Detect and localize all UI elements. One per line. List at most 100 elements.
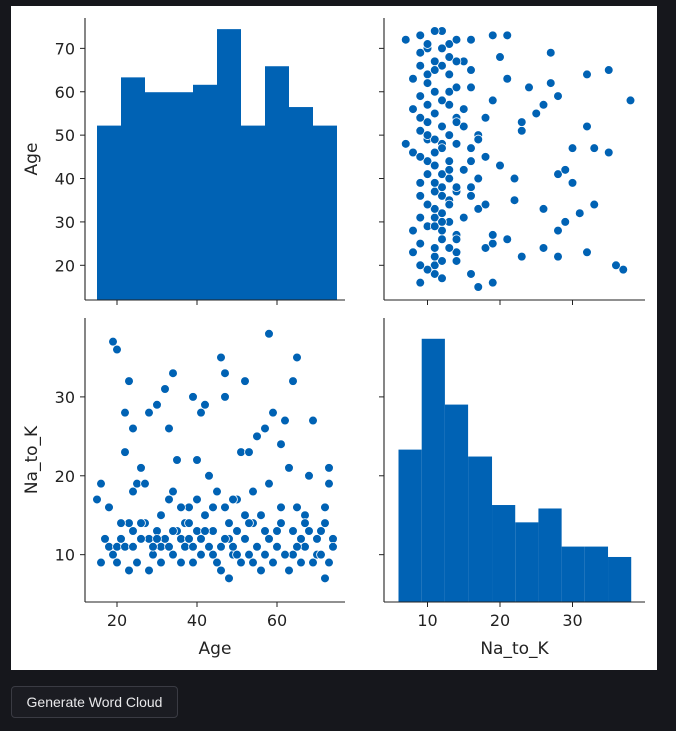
plot-panel: 20 30 40 50 60 70 10 20 30 20 40 60 10 20 30 Age Na_to_K… — [11, 6, 657, 670]
scatter-point-na-vs-age — [495, 160, 505, 171]
na-to-k-x-tick-label: 10 — [417, 611, 437, 630]
scatter-point-age-vs-na — [152, 526, 162, 536]
na-to-k-histogram-bar — [561, 546, 585, 602]
scatter-point-na-vs-age — [400, 139, 411, 149]
scatter-point-na-vs-age — [466, 182, 476, 193]
scatter-point-na-vs-age — [444, 69, 455, 80]
scatter-point-age-vs-na — [156, 510, 166, 521]
age-histogram-bar — [217, 29, 241, 300]
scatter-point-na-vs-age — [553, 251, 563, 262]
scatter-point-age-vs-na — [156, 557, 166, 568]
scatter-point-na-vs-age — [437, 182, 447, 193]
scatter-point-na-vs-age — [495, 52, 505, 62]
scatter-point-age-vs-na — [200, 399, 210, 410]
scatter-point-na-vs-age — [437, 60, 447, 71]
generate-word-cloud-button[interactable]: Generate Word Cloud — [11, 686, 178, 718]
scatter-point-age-vs-na — [192, 526, 202, 536]
age-histogram-bar — [121, 77, 145, 300]
age-y-tick-label: 70 — [55, 39, 75, 58]
scatter-point-na-vs-age — [415, 191, 426, 201]
scatter-point-age-vs-na — [176, 502, 186, 513]
scatter-point-na-vs-age — [444, 52, 455, 62]
scatter-point-age-vs-na — [136, 534, 146, 544]
scatter-point-na-vs-age — [545, 78, 556, 88]
scatter-point-na-vs-age — [531, 108, 542, 119]
scatter-point-age-vs-na — [244, 447, 254, 457]
scatter-point-na-vs-age — [422, 264, 433, 275]
scatter-point-age-vs-na — [212, 486, 222, 497]
scatter-point-age-vs-na — [296, 534, 306, 544]
scatter-point-age-vs-na — [300, 541, 310, 552]
scatter-point-na-vs-age — [538, 243, 549, 253]
scatter-point-na-vs-age — [415, 277, 426, 288]
scatter-point-na-vs-age — [437, 256, 447, 266]
scatter-point-age-vs-na — [224, 573, 234, 584]
scatter-point-age-vs-na — [320, 502, 330, 513]
scatter-point-age-vs-na — [220, 368, 230, 379]
scatter-point-age-vs-na — [204, 541, 214, 552]
scatter-point-age-vs-na — [204, 470, 214, 481]
scatter-point-age-vs-na — [276, 439, 286, 450]
scatter-point-na-vs-age — [444, 173, 455, 184]
scatter-point-age-vs-na — [232, 526, 242, 536]
scatter-point-age-vs-na — [140, 478, 150, 489]
age-y-tick-label: 30 — [55, 213, 75, 232]
scatter-point-na-vs-age — [444, 199, 455, 210]
na-to-k-y-tick-label: 20 — [55, 467, 75, 486]
scatter-point-age-vs-na — [304, 526, 314, 536]
na-to-k-y-tick-label: 10 — [55, 546, 75, 565]
scatter-point-age-vs-na — [268, 557, 278, 568]
scatter-point-age-vs-na — [120, 407, 130, 418]
scatter-point-age-vs-na — [96, 557, 106, 568]
scatter-point-na-vs-age — [400, 34, 411, 45]
scatter-point-age-vs-na — [280, 415, 290, 426]
scatter-point-na-vs-age — [473, 173, 484, 184]
scatter-point-age-vs-na — [168, 486, 178, 497]
scatter-point-na-vs-age — [473, 134, 484, 145]
scatter-point-age-vs-na — [136, 463, 146, 473]
scatter-point-age-vs-na — [164, 423, 174, 434]
scatter-point-na-vs-age — [415, 112, 426, 123]
scatter-point-age-vs-na — [240, 376, 250, 386]
scatter-point-na-vs-age — [480, 112, 491, 123]
scatter-point-age-vs-na — [108, 336, 118, 347]
scatter-point-age-vs-na — [136, 518, 146, 528]
scatter-point-na-vs-age — [480, 152, 491, 162]
scatter-point-age-vs-na — [324, 463, 334, 473]
scatter-point-age-vs-na — [196, 407, 206, 418]
scatter-point-na-vs-age — [437, 43, 447, 54]
na-to-k-x-tick-label: 30 — [562, 611, 582, 630]
na-to-k-y-tick-label: 30 — [55, 388, 75, 407]
scatter-point-age-vs-na — [200, 526, 210, 536]
scatter-point-age-vs-na — [184, 534, 194, 544]
scatter-point-na-vs-age — [480, 199, 491, 210]
scatter-point-age-vs-na — [264, 478, 274, 489]
scatter-point-age-vs-na — [184, 518, 194, 528]
age-histogram-bar — [169, 92, 193, 300]
scatter-point-na-vs-age — [458, 165, 469, 175]
scatter-point-age-vs-na — [156, 541, 166, 552]
scatter-point-age-vs-na — [320, 573, 330, 584]
scatter-point-age-vs-na — [256, 565, 266, 576]
scatter-point-age-vs-na — [164, 494, 174, 505]
scatter-point-na-vs-age — [437, 143, 447, 153]
scatter-point-na-vs-age — [451, 56, 462, 67]
scatter-point-age-vs-na — [236, 447, 246, 457]
scatter-point-age-vs-na — [264, 534, 274, 544]
age-y-tick-label: 40 — [55, 170, 75, 189]
na-to-k-histogram-bar — [608, 556, 632, 602]
scatter-point-age-vs-na — [108, 549, 118, 560]
scatter-point-age-vs-na — [124, 376, 134, 386]
scatter-point-age-vs-na — [300, 518, 310, 528]
scatter-point-na-vs-age — [466, 82, 476, 93]
na-to-k-histogram-bar — [538, 508, 562, 602]
scatter-point-na-vs-age — [429, 108, 440, 119]
scatter-point-age-vs-na — [292, 352, 302, 363]
scatter-point-na-vs-age — [437, 234, 447, 245]
age-histogram-bar — [97, 125, 121, 301]
age-y-axis-title: Age — [22, 143, 42, 176]
scatter-point-na-vs-age — [444, 243, 455, 253]
scatter-point-na-vs-age — [415, 60, 426, 71]
age-histogram-bar — [241, 125, 265, 301]
scatter-point-na-vs-age — [415, 47, 426, 58]
